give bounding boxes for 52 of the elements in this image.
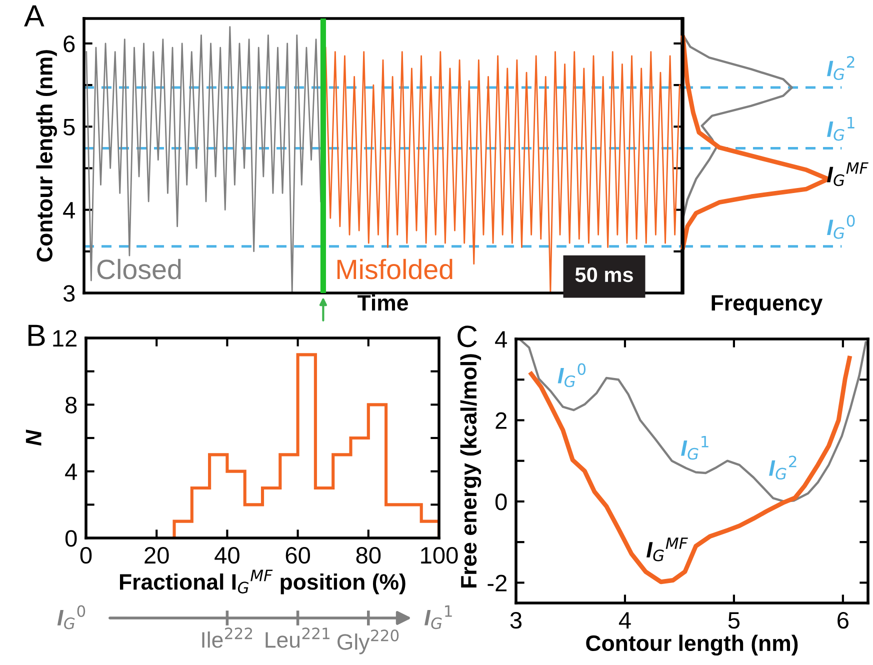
y-tick-label: 4 (65, 464, 77, 480)
ref-line-label: I$_{G}$$^{1}$ (827, 117, 854, 141)
y-tick-label: 4 (63, 202, 75, 218)
text: Gly$^{220}$ (338, 630, 399, 654)
y-tick-label: 4 (495, 331, 507, 348)
x-tick-label: 100 (421, 546, 458, 564)
line-series (529, 356, 852, 584)
x-tick-label: 0 (80, 546, 92, 564)
x-tick-label: 4 (618, 612, 631, 628)
y-tick-label: 6 (64, 36, 75, 52)
x-tick-label: 80 (356, 546, 381, 564)
y-tick-label: 5 (63, 118, 75, 136)
x-tick-label: 5 (728, 612, 740, 629)
x-tick-label: 3 (510, 612, 522, 629)
text: I$_{G}$$^{0}$ (57, 605, 86, 630)
line-series (324, 46, 680, 293)
text: Leu$^{221}$ (266, 628, 330, 648)
text: Ile$^{222}$ (202, 628, 252, 648)
x-tick-label: 6 (838, 612, 848, 629)
x-tick-label: 60 (286, 546, 310, 564)
x-axis-title: Frequency (712, 295, 823, 316)
annotation: I$_{G}$$^{1}$ (681, 436, 708, 460)
text: I$_{G}$$^{1}$ (424, 605, 452, 630)
line-series (519, 339, 867, 503)
x-axis-title: Fractional I$_{G}$$^{MF}$ position (%) (120, 570, 406, 594)
chart-title: C (458, 326, 477, 348)
y-tick-label: 12 (53, 330, 76, 347)
y-axis-title: N (26, 430, 42, 446)
ref-line-label: I$_{G}$$^{0}$ (827, 214, 855, 239)
x-tick-label: 20 (144, 546, 169, 564)
series-label: Misfolded (337, 258, 452, 280)
chart-title: B (28, 324, 45, 346)
annotation: I$_{G}$$^{MF}$ (646, 538, 688, 562)
y-tick-label: -2 (488, 574, 506, 592)
x-axis-title: Contour length (nm) (586, 634, 798, 656)
annotation: I$_{G}$$^{0}$ (558, 363, 586, 388)
y-tick-label: 0 (495, 494, 507, 510)
line-series (86, 26, 322, 293)
y-tick-label: 3 (63, 285, 75, 302)
y-tick-label: 0 (65, 530, 77, 547)
y-tick-label: 8 (66, 396, 77, 414)
y-axis-title: Free energy (kcal/mol) (460, 354, 482, 588)
y-tick-label: 2 (496, 412, 506, 429)
chart-title: A (24, 5, 44, 26)
x-tick-label: 40 (214, 546, 240, 564)
series-label: Closed (97, 258, 181, 280)
annotation: 50 ms (575, 267, 633, 282)
x-axis-title: Time (358, 294, 408, 311)
y-axis-title: Contour length (nm) (36, 50, 57, 262)
annotation: I$_{G}$$^{2}$ (769, 456, 796, 480)
annotation: I$_{G}$$^{MF}$ (827, 162, 868, 186)
ref-line-label: I$_{G}$$^{2}$ (827, 56, 854, 80)
